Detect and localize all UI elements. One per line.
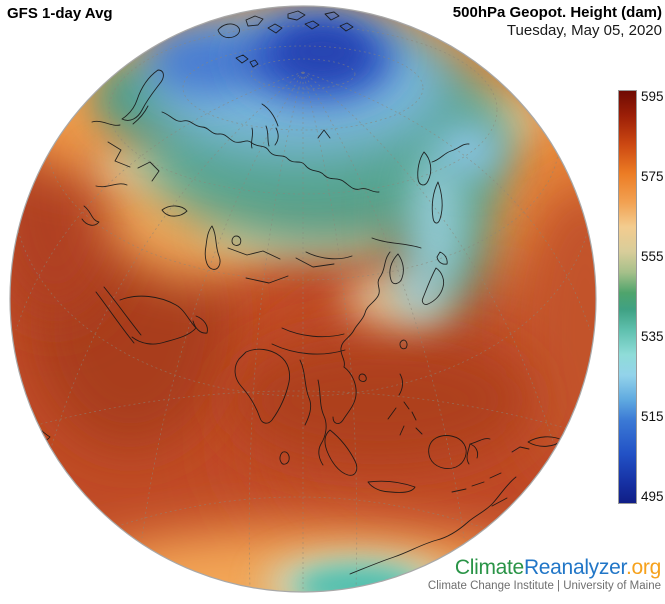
colorbar-tick-555: 555 — [641, 249, 664, 264]
field-paleblue-japan — [398, 260, 442, 320]
site-logo[interactable]: ClimateReanalyzer.org — [428, 557, 661, 579]
colorbar-tick-495: 495 — [641, 489, 664, 504]
colorbar — [618, 90, 637, 504]
colorbar-tick-515: 515 — [641, 409, 664, 424]
coastlines — [10, 10, 563, 575]
variable-title: 500hPa Geopot. Height (dam) — [452, 4, 662, 21]
field-south-trough — [296, 566, 420, 592]
branding-block: ClimateReanalyzer.org Climate Change Ins… — [427, 557, 661, 593]
field-ridge-east-rim — [515, 180, 596, 480]
model-label: GFS 1-day Avg — [7, 5, 113, 22]
logo-reanalyzer: Reanalyzer — [523, 556, 626, 579]
field-low-lobe-west — [150, 28, 260, 96]
colorbar-ticks: 595 575 555 535 515 495 — [641, 89, 665, 504]
logo-climate: Climate — [454, 556, 524, 579]
logo-org: .org — [626, 556, 661, 579]
field-paleblue-kamchatka — [434, 124, 502, 176]
field-low-core — [280, 26, 364, 78]
colorbar-tick-595: 595 — [641, 89, 664, 104]
institute-tagline: Climate Change Institute | University of… — [427, 580, 661, 592]
field-ridge-core-south — [230, 335, 530, 465]
map-title-block: 500hPa Geopot. Height (dam) Tuesday, May… — [453, 4, 662, 40]
valid-date: Tuesday, May 05, 2020 — [506, 22, 662, 39]
colorbar-tick-535: 535 — [641, 329, 664, 344]
field-paleblue-okhotsk — [411, 155, 463, 285]
colorbar-tick-575: 575 — [641, 169, 664, 184]
globe-rim — [9, 5, 597, 593]
